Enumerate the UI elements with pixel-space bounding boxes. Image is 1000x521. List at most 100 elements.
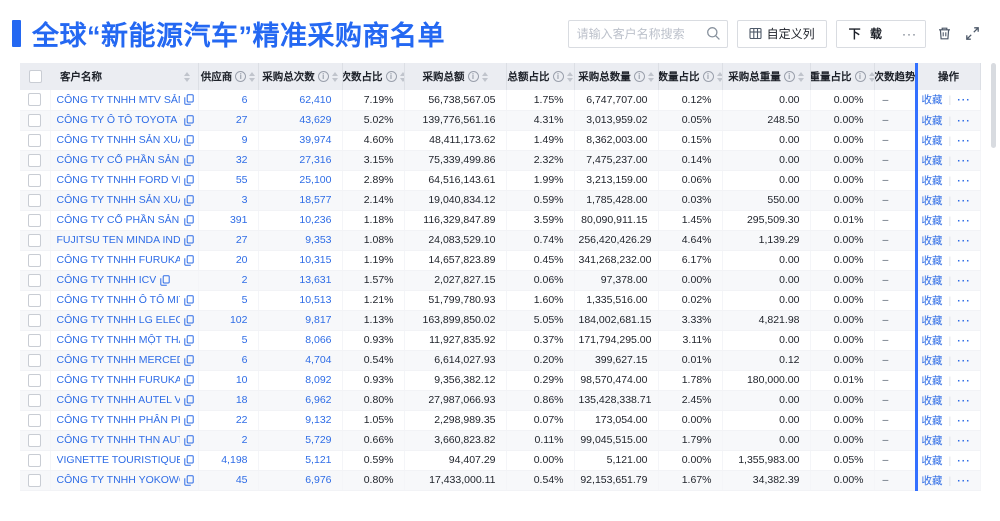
favorite-button[interactable]: 收藏 (921, 474, 943, 487)
row-more-button[interactable]: ··· (957, 314, 971, 327)
row-more-button[interactable]: ··· (957, 234, 971, 247)
favorite-button[interactable]: 收藏 (921, 114, 943, 127)
favorite-button[interactable]: 收藏 (921, 94, 943, 107)
column-header-suppliers[interactable]: 供应商 i (198, 63, 259, 90)
info-icon[interactable]: i (467, 71, 479, 82)
row-more-button[interactable]: ··· (957, 454, 971, 467)
copy-icon[interactable] (183, 314, 194, 326)
row-checkbox[interactable] (28, 453, 42, 467)
row-checkbox[interactable] (28, 93, 42, 107)
row-more-button[interactable]: ··· (957, 274, 971, 287)
row-checkbox[interactable] (28, 473, 42, 487)
row-checkbox[interactable] (28, 113, 42, 127)
row-more-button[interactable]: ··· (957, 194, 971, 207)
sort-icon[interactable] (183, 71, 190, 82)
column-header-count_pct[interactable]: 次数占比 i (342, 63, 405, 90)
row-more-button[interactable]: ··· (957, 254, 971, 267)
row-more-button[interactable]: ··· (957, 294, 971, 307)
customer-name-link[interactable]: CÔNG TY TNHH ICV (56, 274, 157, 286)
sort-icon[interactable] (716, 71, 721, 82)
copy-icon[interactable] (183, 414, 194, 426)
row-checkbox[interactable] (28, 313, 42, 327)
customer-name-link[interactable]: CÔNG TY TNHH SẢN XUẤT VÀ ... (56, 194, 180, 206)
row-checkbox[interactable] (28, 373, 42, 387)
row-checkbox[interactable] (28, 133, 42, 147)
favorite-button[interactable]: 收藏 (921, 274, 943, 287)
info-icon[interactable]: i (702, 71, 714, 82)
sort-icon[interactable] (647, 71, 654, 82)
copy-icon[interactable] (183, 94, 194, 105)
customer-name-link[interactable]: CÔNG TY TNHH MỘT THÀNH V... (56, 334, 180, 346)
row-checkbox[interactable] (28, 253, 42, 267)
row-more-button[interactable]: ··· (957, 154, 971, 167)
row-checkbox[interactable] (28, 153, 42, 167)
download-more-button[interactable]: ··· (894, 20, 925, 47)
favorite-button[interactable]: 收藏 (921, 174, 943, 187)
customer-name-link[interactable]: CÔNG TY TNHH PHÂN PHỐI T... (56, 414, 180, 426)
favorite-button[interactable]: 收藏 (921, 374, 943, 387)
row-checkbox[interactable] (28, 293, 42, 307)
favorite-button[interactable]: 收藏 (921, 294, 943, 307)
favorite-button[interactable]: 收藏 (921, 134, 943, 147)
scrollbar-thumb[interactable] (991, 63, 996, 148)
column-header-amount[interactable]: 采购总额 i (404, 63, 507, 90)
row-more-button[interactable]: ··· (957, 374, 971, 387)
search-input[interactable] (567, 19, 728, 48)
sort-icon[interactable] (868, 71, 873, 82)
info-icon[interactable]: i (854, 71, 866, 82)
row-more-button[interactable]: ··· (957, 414, 971, 427)
trash-icon[interactable] (935, 24, 954, 43)
customer-name-link[interactable]: CÔNG TY Ô TÔ TOYOTA VIỆT ... (56, 114, 180, 126)
sort-icon[interactable] (249, 71, 256, 82)
customer-name-link[interactable]: CÔNG TY TNHH FURUKAWA A... (56, 374, 180, 386)
info-icon[interactable]: i (552, 71, 564, 82)
favorite-button[interactable]: 收藏 (921, 194, 943, 207)
favorite-button[interactable]: 收藏 (921, 154, 943, 167)
favorite-button[interactable]: 收藏 (921, 434, 943, 447)
customer-name-link[interactable]: CÔNG TY TNHH AUTEL VIỆT N... (56, 394, 180, 406)
row-more-button[interactable]: ··· (957, 94, 971, 107)
customer-name-link[interactable]: CÔNG TY TNHH FURUKAWA A... (56, 254, 180, 266)
row-checkbox[interactable] (28, 413, 42, 427)
download-button[interactable]: 下 载 (836, 20, 894, 47)
row-checkbox[interactable] (28, 213, 42, 227)
customer-name-link[interactable]: CÔNG TY TNHH MERCEDES–B... (56, 354, 180, 366)
sort-icon[interactable] (797, 71, 804, 82)
copy-icon[interactable] (183, 214, 194, 226)
copy-icon[interactable] (183, 114, 194, 126)
row-more-button[interactable]: ··· (957, 434, 971, 447)
customer-name-link[interactable]: CÔNG TY TNHH Ô TÔ MITSUBI... (56, 294, 180, 306)
favorite-button[interactable]: 收藏 (921, 314, 943, 327)
favorite-button[interactable]: 收藏 (921, 254, 943, 267)
customer-name-link[interactable]: CÔNG TY TNHH MTV SẢN XUẤ... (56, 93, 180, 106)
row-more-button[interactable]: ··· (957, 354, 971, 367)
row-checkbox[interactable] (28, 433, 42, 447)
customer-name-link[interactable]: CÔNG TY TNHH LG ELECTRON... (56, 314, 180, 326)
select-all-checkbox[interactable] (28, 70, 42, 83)
copy-icon[interactable] (160, 274, 170, 286)
row-checkbox[interactable] (28, 393, 42, 407)
customer-name-link[interactable]: CÔNG TY CỔ PHẦN SẢN XUẤT... (56, 154, 180, 166)
copy-icon[interactable] (183, 234, 194, 246)
column-header-quantity[interactable]: 采购总数量 i (574, 63, 659, 90)
fullscreen-icon[interactable] (963, 24, 982, 43)
customize-columns-button[interactable]: 自定义列 (736, 19, 827, 48)
info-icon[interactable]: i (317, 71, 329, 82)
column-header-name[interactable]: 客户名称 (50, 63, 199, 90)
copy-icon[interactable] (183, 134, 194, 146)
row-more-button[interactable]: ··· (957, 334, 971, 347)
row-checkbox[interactable] (28, 193, 42, 207)
row-checkbox[interactable] (28, 353, 42, 367)
copy-icon[interactable] (183, 194, 194, 206)
row-more-button[interactable]: ··· (957, 394, 971, 407)
favorite-button[interactable]: 收藏 (921, 394, 943, 407)
favorite-button[interactable]: 收藏 (921, 234, 943, 247)
copy-icon[interactable] (183, 254, 194, 266)
customer-name-link[interactable]: CÔNG TY TNHH YOKOWO VIỆT... (56, 474, 180, 486)
row-checkbox[interactable] (28, 173, 42, 187)
copy-icon[interactable] (183, 454, 194, 466)
copy-icon[interactable] (183, 434, 194, 446)
row-more-button[interactable]: ··· (957, 114, 971, 127)
copy-icon[interactable] (183, 154, 194, 166)
sort-icon[interactable] (399, 71, 403, 82)
